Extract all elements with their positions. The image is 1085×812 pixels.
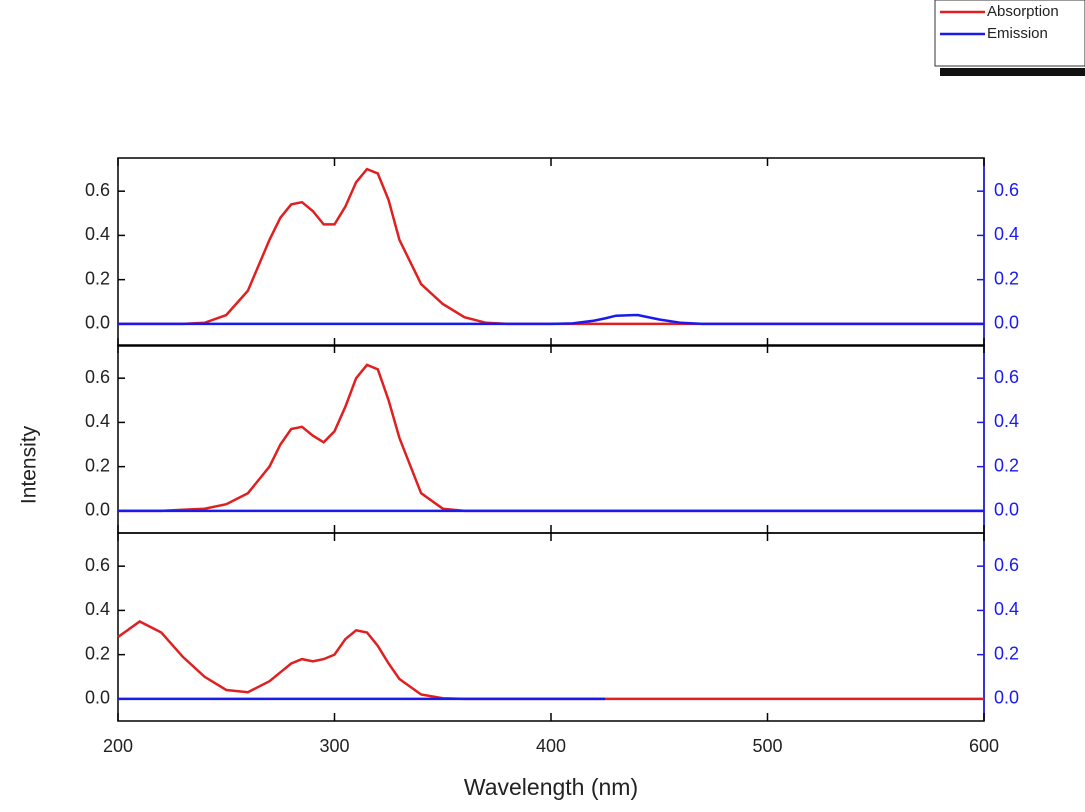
series-line [118, 313, 984, 326]
y-tick-label: 0.6 [85, 367, 110, 387]
y-tick-label: 0.2 [85, 268, 110, 288]
plot-frame [117, 344, 985, 534]
y2-tick-label: 0.4 [994, 224, 1019, 244]
series-line [118, 363, 984, 513]
y2-tick-label: 0.2 [994, 268, 1019, 288]
y2-tick-label: 0.0 [994, 500, 1019, 520]
series-line [117, 620, 984, 701]
y2-tick-label: 0.2 [994, 643, 1019, 663]
y-tick-label: 0.6 [85, 180, 110, 200]
y-tick-label: 0.2 [85, 455, 110, 475]
y-tick-label: 0.6 [85, 555, 110, 575]
x-tick-label: 500 [752, 736, 782, 756]
series-line [118, 167, 984, 326]
plot-frame [117, 157, 985, 347]
y-tick-label: 0.0 [85, 688, 110, 708]
legend-label: Emission [987, 25, 1048, 42]
y-tick-label: 0.0 [85, 500, 110, 520]
y-tick-label: 0.2 [85, 643, 110, 663]
y-tick-label: 0.4 [85, 411, 110, 431]
x-tick-label: 300 [319, 736, 349, 756]
legend-shadow [940, 68, 1085, 76]
y2-tick-label: 0.6 [994, 367, 1019, 387]
x-axis-title: Wavelength (nm) [464, 774, 638, 800]
x-tick-label: 400 [536, 736, 566, 756]
y2-tick-label: 0.6 [994, 555, 1019, 575]
y2-tick-label: 0.0 [994, 688, 1019, 708]
y-tick-label: 0.0 [85, 313, 110, 333]
y2-tick-label: 0.2 [994, 455, 1019, 475]
legend-label: Absorption [987, 3, 1059, 20]
y2-tick-label: 0.0 [994, 313, 1019, 333]
y-tick-label: 0.4 [85, 599, 110, 619]
y-tick-label: 0.4 [85, 224, 110, 244]
y2-tick-label: 0.4 [994, 599, 1019, 619]
x-tick-label: 200 [103, 736, 133, 756]
y-axis-title: Intensity [18, 425, 41, 504]
y2-tick-label: 0.6 [994, 180, 1019, 200]
x-tick-label: 600 [969, 736, 999, 756]
y2-tick-label: 0.4 [994, 411, 1019, 431]
